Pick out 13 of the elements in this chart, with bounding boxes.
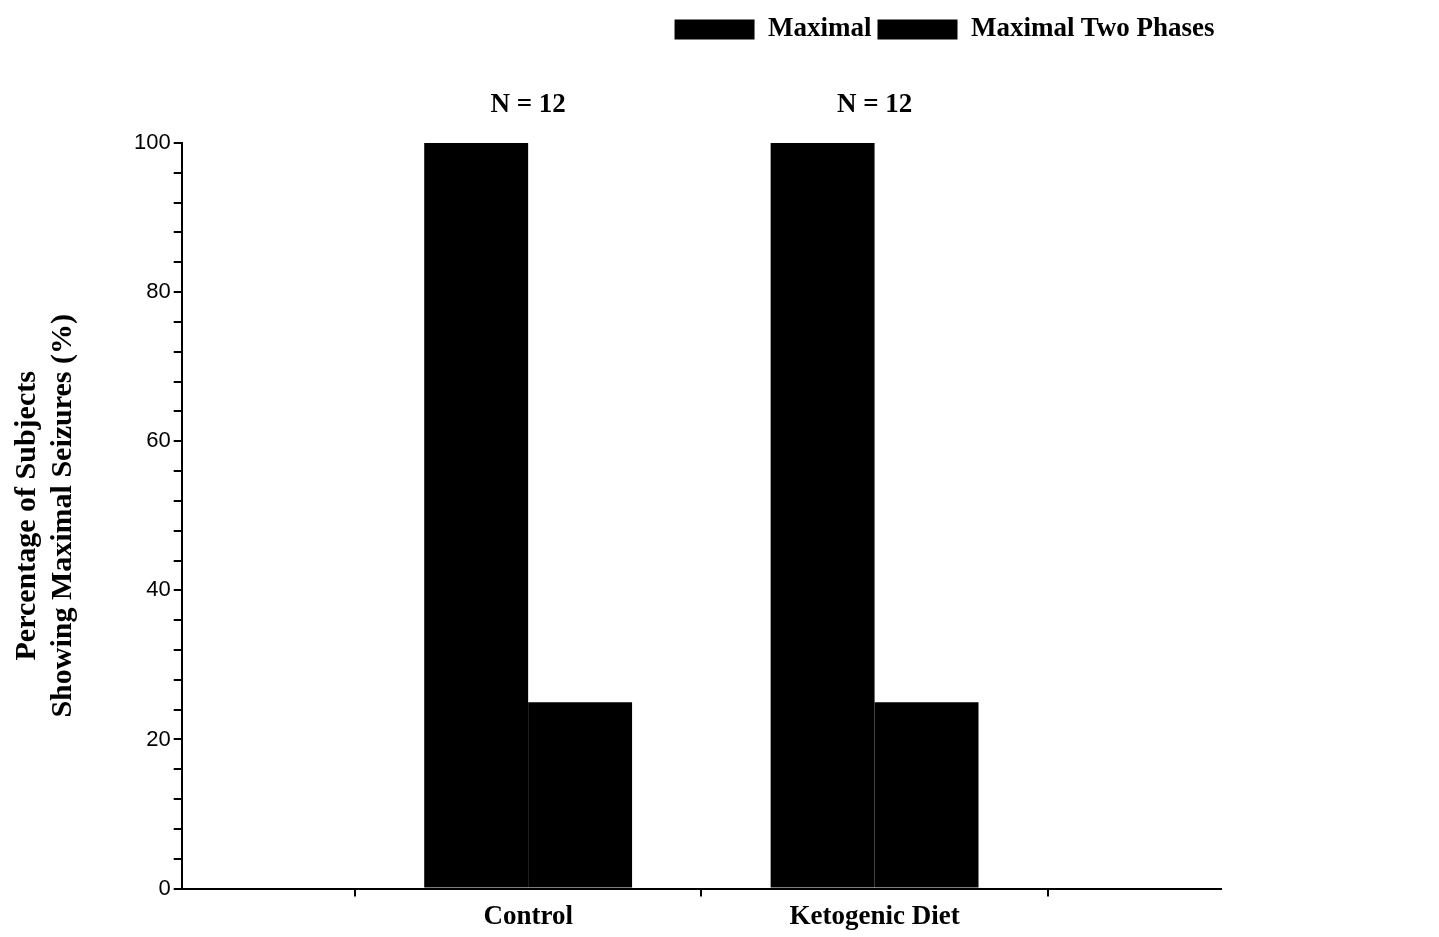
y-axis-title: Percentage of Subjects Showing Maximal Seizures (%) xyxy=(7,314,78,718)
legend-label: Maximal xyxy=(768,12,873,43)
y-tick-label: 20 xyxy=(146,725,171,751)
y-tick-label: 0 xyxy=(158,874,171,900)
y-tick-label: 40 xyxy=(146,576,171,602)
legend-label: Maximal Two Phases xyxy=(971,12,1215,43)
y-tick-label: 100 xyxy=(133,129,171,155)
y-tick-label: 80 xyxy=(146,278,171,304)
text: N = 12 xyxy=(490,88,566,119)
x-tick-label: Control xyxy=(483,899,574,930)
x-tick-label: Ketogenic Diet xyxy=(789,899,960,930)
y-tick-label: 60 xyxy=(146,427,171,453)
text: N = 12 xyxy=(836,88,913,119)
